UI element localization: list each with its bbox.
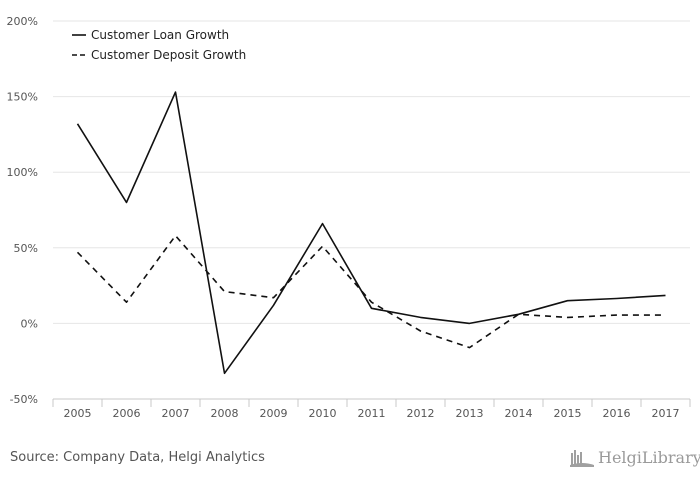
x-tick-label: 2017: [652, 407, 680, 420]
y-tick-label: 150%: [7, 91, 38, 104]
brand-logo: HelgiLibrary.: [570, 447, 700, 467]
x-tick-label: 2016: [603, 407, 631, 420]
y-tick-label: 200%: [7, 15, 38, 28]
logo-text: HelgiLibrary.: [598, 447, 700, 467]
library-books-icon: [570, 450, 594, 467]
x-tick-label: 2008: [211, 407, 239, 420]
y-tick-label: 100%: [7, 166, 38, 179]
y-tick-label: 0%: [21, 317, 38, 330]
x-tick-label: 2006: [113, 407, 141, 420]
x-tick-label: 2007: [162, 407, 190, 420]
gridlines: [53, 20, 690, 324]
source-note: Source: Company Data, Helgi Analytics: [10, 450, 265, 465]
legend: Customer Loan Growth Customer Deposit Gro…: [72, 28, 246, 62]
x-tick-label: 2010: [309, 407, 337, 420]
y-axis-ticks: -50% 0% 50% 100% 150% 200%: [7, 15, 38, 406]
series-line-customer-loan-growth: [76, 91, 666, 375]
y-tick-label: -50%: [10, 393, 38, 406]
x-tick-label: 2009: [260, 407, 288, 420]
series-lines: [76, 91, 666, 375]
chart: -50%0%50%100%150%200% 2005 2006 2007 2008 20…: [7, 15, 691, 420]
x-tick-label: 2012: [407, 407, 435, 420]
x-axis: 2005 2006 2007 2008 2009 2010 2011 2012 2013 2014…: [52, 398, 691, 420]
x-tick-label: 2005: [64, 407, 92, 420]
x-tick-label: 2014: [505, 407, 533, 420]
x-tick-label: 2013: [456, 407, 484, 420]
legend-label: Customer Deposit Growth: [91, 48, 246, 62]
x-tick-label: 2011: [358, 407, 386, 420]
series-line-customer-deposit-growth: [76, 234, 666, 349]
legend-label: Customer Loan Growth: [91, 28, 229, 42]
x-tick-label: 2015: [554, 407, 582, 420]
y-tick-label: 50%: [14, 242, 38, 255]
